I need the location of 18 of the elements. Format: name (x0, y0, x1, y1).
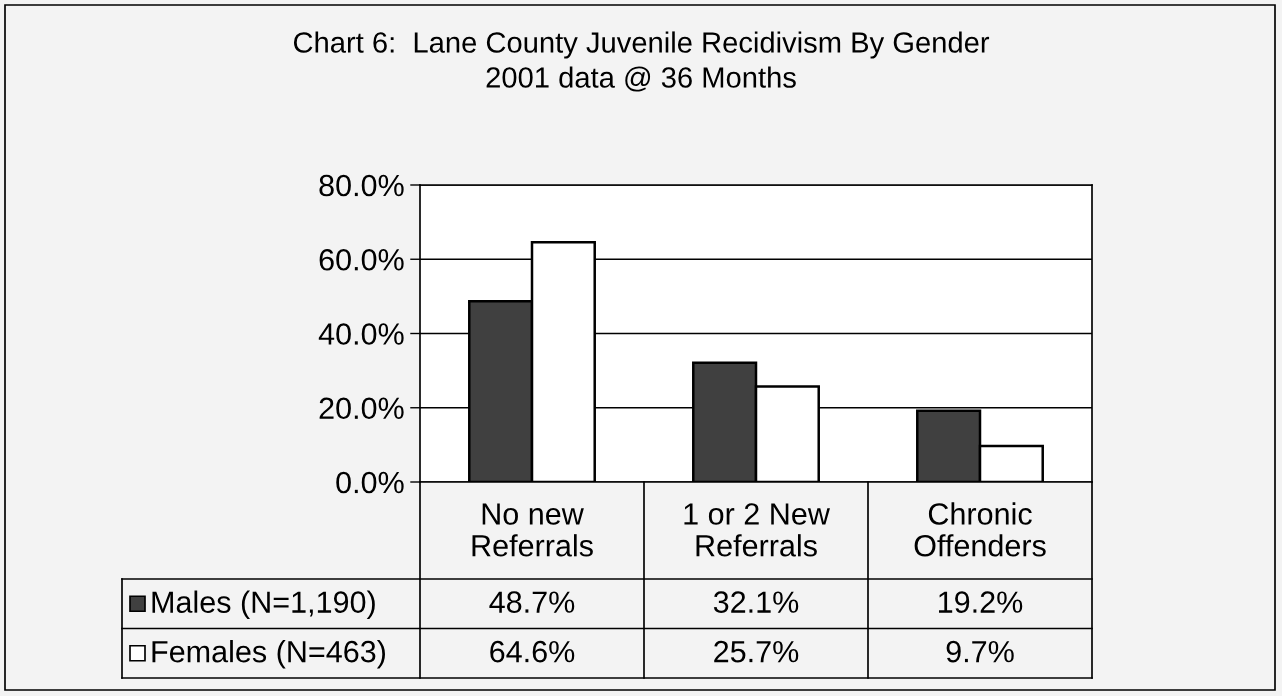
data-label: 32.1% (713, 591, 799, 613)
data-label: 19.2% (939, 591, 1023, 613)
y-tick-label: 20.0% (319, 397, 404, 420)
x-tick-label: No new Referrals (472, 503, 593, 557)
y-tick-label: 40.0% (318, 323, 404, 345)
data-label: 64.6% (490, 640, 575, 663)
y-tick-label: 80.0% (319, 174, 404, 197)
y-tick-label: 0.0% (336, 471, 404, 494)
chart-title: Chart 6: Lane County Juvenile Recidivism By Gender (293, 31, 990, 59)
x-tick-label: Chronic Offenders (914, 502, 1046, 557)
y-tick-label: 60.0% (319, 248, 404, 271)
x-tick-label: 1 or 2 New Referrals (684, 503, 830, 557)
data-label: 25.7% (714, 640, 799, 663)
legend-label: Males (N=1,190) (152, 590, 375, 619)
data-label: 9.7% (946, 640, 1014, 663)
chart-subtitle: 2001 data @ 36 Months (486, 66, 796, 92)
data-label: 48.7% (489, 591, 575, 613)
legend-label: Females (N=463) (152, 640, 385, 669)
